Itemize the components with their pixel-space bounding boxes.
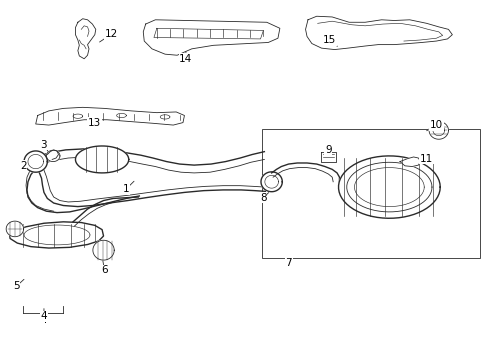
Text: 10: 10 xyxy=(430,120,443,130)
Text: 4: 4 xyxy=(41,315,47,325)
Polygon shape xyxy=(75,19,96,59)
Text: 14: 14 xyxy=(179,54,193,64)
Polygon shape xyxy=(93,240,114,260)
Polygon shape xyxy=(10,222,103,248)
Bar xyxy=(262,129,480,258)
Text: 6: 6 xyxy=(101,265,108,275)
Polygon shape xyxy=(429,122,448,139)
Polygon shape xyxy=(47,150,60,162)
Text: 12: 12 xyxy=(105,29,119,39)
Polygon shape xyxy=(75,146,129,173)
Text: 4: 4 xyxy=(41,311,47,321)
Polygon shape xyxy=(339,156,440,218)
Text: 11: 11 xyxy=(420,154,433,164)
Text: 13: 13 xyxy=(88,118,101,127)
Text: 9: 9 xyxy=(325,145,332,155)
Polygon shape xyxy=(400,157,420,167)
Polygon shape xyxy=(321,152,336,162)
Polygon shape xyxy=(306,16,452,50)
Text: 2: 2 xyxy=(20,161,26,171)
Text: 7: 7 xyxy=(285,258,292,268)
Text: 3: 3 xyxy=(41,140,47,149)
Polygon shape xyxy=(24,151,48,172)
Polygon shape xyxy=(36,107,184,125)
Text: 5: 5 xyxy=(13,281,20,291)
Text: 1: 1 xyxy=(123,184,130,194)
Polygon shape xyxy=(261,172,282,192)
Polygon shape xyxy=(6,221,24,237)
Text: 15: 15 xyxy=(323,35,337,45)
Text: 8: 8 xyxy=(260,193,267,203)
Polygon shape xyxy=(143,20,280,55)
